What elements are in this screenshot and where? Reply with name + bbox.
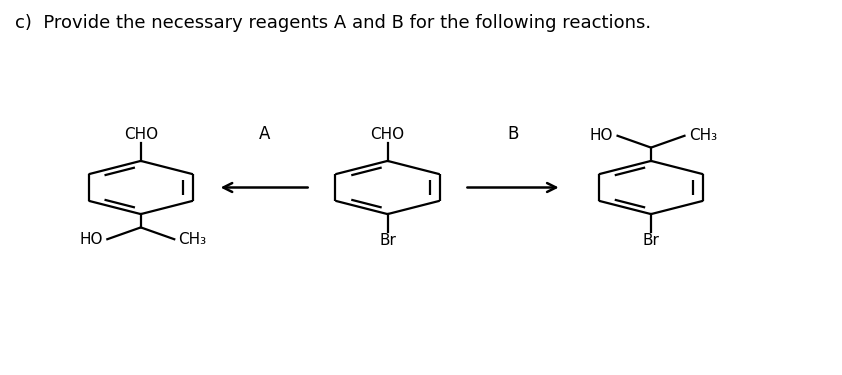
Text: c)  Provide the necessary reagents A and B for the following reactions.: c) Provide the necessary reagents A and … <box>15 14 652 32</box>
Text: A: A <box>258 125 269 143</box>
Text: CHO: CHO <box>370 127 405 142</box>
Text: CH₃: CH₃ <box>179 232 206 247</box>
Text: Br: Br <box>642 233 659 248</box>
Text: HO: HO <box>80 232 104 247</box>
Text: B: B <box>508 125 519 143</box>
Text: CH₃: CH₃ <box>689 128 717 143</box>
Text: HO: HO <box>590 128 613 143</box>
Text: CHO: CHO <box>124 127 157 142</box>
Text: Br: Br <box>379 233 396 248</box>
